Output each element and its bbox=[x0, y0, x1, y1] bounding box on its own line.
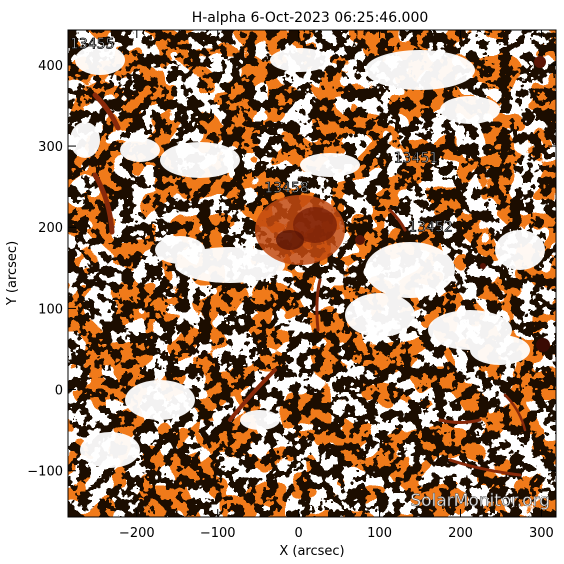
x-tick-label: 300 bbox=[529, 526, 554, 541]
halpha-image bbox=[68, 30, 556, 517]
x-tick-label: 200 bbox=[448, 526, 473, 541]
y-tick-label: −100 bbox=[27, 465, 63, 480]
x-axis-label: X (arcsec) bbox=[279, 544, 344, 559]
region-label: 13455 bbox=[70, 37, 115, 53]
x-axis: −200 −100 0 100 200 300 bbox=[119, 30, 554, 541]
y-tick-label: 100 bbox=[38, 302, 63, 317]
x-tick-label: 0 bbox=[295, 526, 303, 541]
y-axis: −100 0 100 200 300 400 bbox=[27, 59, 556, 480]
y-tick-label: 0 bbox=[55, 384, 63, 399]
x-tick-label: −100 bbox=[200, 526, 236, 541]
region-label: 13451 bbox=[394, 150, 439, 166]
chart-title: H-alpha 6-Oct-2023 06:25:46.000 bbox=[192, 10, 429, 26]
y-tick-label: 300 bbox=[38, 140, 63, 155]
region-label: 13452 bbox=[408, 219, 453, 235]
x-tick-label: −200 bbox=[119, 526, 155, 541]
x-tick-label: 100 bbox=[367, 526, 392, 541]
plage-regions bbox=[70, 45, 545, 468]
y-tick-label: 400 bbox=[38, 59, 63, 74]
filaments bbox=[92, 92, 527, 477]
plot-frame bbox=[67, 29, 557, 518]
region-labels: 13455 13458 13451 13452 bbox=[70, 36, 454, 235]
watermark: SolarMonitor.org bbox=[410, 491, 550, 511]
y-tick-label: 200 bbox=[38, 221, 63, 236]
active-region-core bbox=[255, 56, 550, 352]
region-label: 13458 bbox=[264, 180, 309, 196]
y-axis-label: Y (arcsec) bbox=[5, 241, 20, 306]
